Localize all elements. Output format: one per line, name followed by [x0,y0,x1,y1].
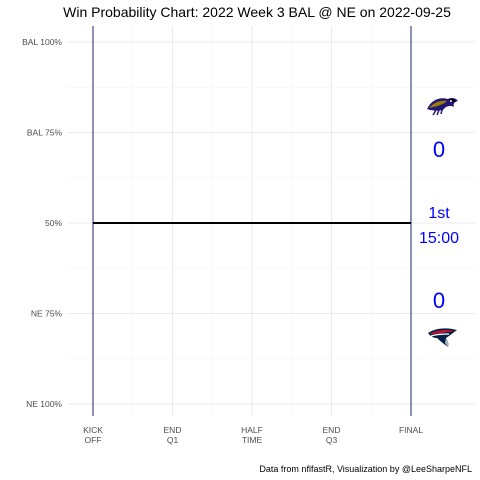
game-clock: 15:00 [419,230,459,247]
y-axis: BAL 100% BAL 75% 50% NE 75% NE 100% [22,37,62,409]
x-tick-label: END Q1 [164,425,182,445]
y-tick-label: NE 75% [31,309,63,319]
y-tick-label: BAL 75% [27,128,63,138]
patriots-logo-icon [428,328,457,347]
x-tick-label: FINAL [399,425,423,435]
y-tick-label: 50% [45,218,62,228]
x-tick-label: END Q3 [323,425,341,445]
grid [67,26,475,416]
y-tick-label: NE 100% [26,399,62,409]
y-tick-label: BAL 100% [22,37,62,47]
ravens-logo-icon [427,97,458,116]
x-tick-label: HALF TIME [241,425,263,445]
chart-caption: Data from nflfastR, Visualization by @Le… [259,464,472,474]
x-axis: KICK OFF END Q1 HALF TIME END Q3 FINAL [83,425,423,445]
quarter-boundary-lines [92,26,412,416]
home-score: 0 [433,288,445,313]
game-quarter: 1st [428,205,450,222]
away-score: 0 [433,137,445,162]
chart-title: Win Probability Chart: 2022 Week 3 BAL @… [63,4,451,20]
x-tick-label: KICK OFF [83,425,103,445]
